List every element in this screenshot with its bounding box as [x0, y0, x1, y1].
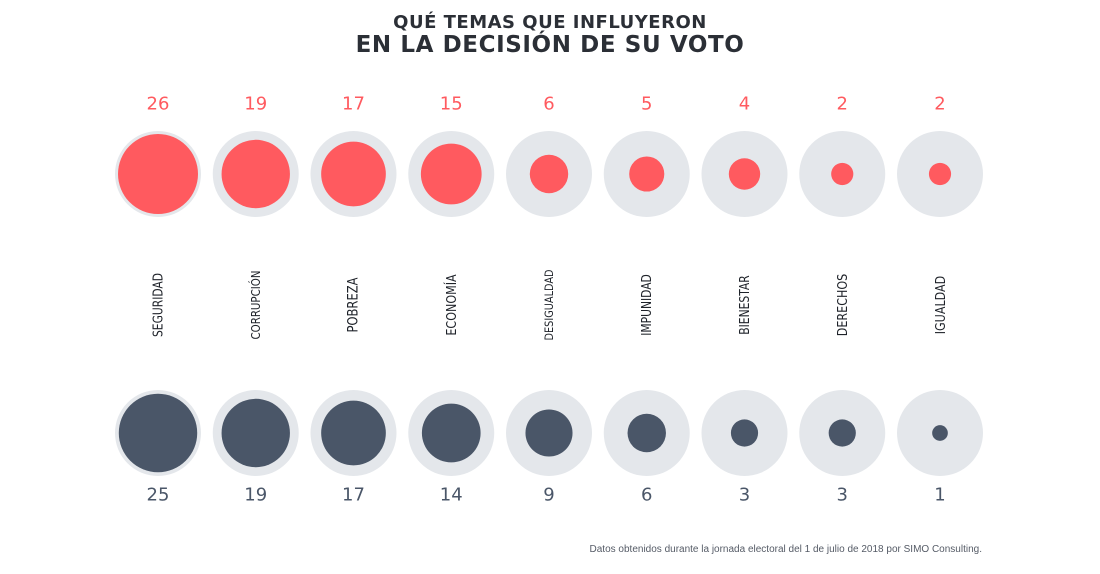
bubble-top-pobreza — [321, 141, 386, 207]
value-label-top-seguridad: 26 — [147, 94, 170, 115]
bubble-bottom-igualdad — [932, 425, 948, 441]
category-label-corrupcion: CORRUPCIÓN — [247, 270, 263, 339]
category-label-derechos: DERECHOS — [834, 274, 850, 336]
bubble-bottom-pobreza — [321, 400, 386, 466]
bubble-bottom-derechos — [828, 419, 856, 447]
value-label-top-economia: 15 — [440, 94, 463, 115]
bubble-bottom-corrupcion — [221, 398, 290, 468]
bubble-bottom-bienestar — [730, 419, 759, 447]
bubble-bottom-seguridad — [118, 393, 198, 473]
value-label-top-desigualdad: 6 — [543, 94, 554, 115]
category-label-impunidad: IMPUNIDAD — [639, 274, 654, 336]
bubble-top-derechos — [831, 162, 854, 186]
footnote: Datos obtenidos durante la jornada elect… — [589, 544, 982, 555]
category-label-pobreza: POBREZA — [345, 277, 361, 332]
value-label-bottom-pobreza: 17 — [342, 485, 365, 506]
value-label-bottom-seguridad: 25 — [147, 485, 170, 506]
bubble-top-seguridad — [118, 134, 198, 214]
value-label-top-pobreza: 17 — [342, 94, 365, 115]
value-label-bottom-economia: 14 — [440, 485, 463, 506]
chart-title: EN LA DECISIÓN DE SU VOTO — [355, 32, 745, 58]
bubble-bottom-impunidad — [627, 413, 666, 453]
category-label-bienestar: BIENESTAR — [737, 275, 752, 334]
value-label-bottom-corrupcion: 19 — [244, 485, 267, 506]
value-label-top-bienestar: 4 — [739, 94, 750, 115]
bubble-top-igualdad — [928, 162, 952, 186]
bubble-top-desigualdad — [529, 154, 569, 194]
value-label-bottom-desigualdad: 9 — [543, 485, 554, 506]
bubble-top-bienestar — [728, 158, 761, 190]
category-label-igualdad: IGUALDAD — [932, 276, 948, 334]
value-label-top-derechos: 2 — [837, 94, 848, 115]
bubble-top-corrupcion — [221, 139, 290, 209]
category-label-desigualdad: DESIGUALDAD — [542, 269, 556, 340]
bubble-bottom-economia — [421, 403, 481, 463]
value-label-bottom-impunidad: 6 — [641, 485, 652, 506]
category-label-seguridad: SEGURIDAD — [150, 273, 165, 337]
value-label-bottom-igualdad: 1 — [934, 485, 945, 506]
value-label-bottom-derechos: 3 — [837, 485, 848, 506]
value-label-top-igualdad: 2 — [934, 94, 945, 115]
bubble-top-economia — [420, 143, 482, 205]
value-label-bottom-bienestar: 3 — [739, 485, 750, 506]
value-label-top-impunidad: 5 — [641, 94, 652, 115]
bubble-bottom-desigualdad — [525, 409, 573, 457]
chart-subtitle: QUÉ TEMAS QUE INFLUYERON — [393, 12, 707, 33]
value-label-top-corrupcion: 19 — [244, 94, 267, 115]
category-label-economia: ECONOMÍA — [443, 274, 459, 336]
bubble-top-impunidad — [629, 156, 665, 192]
